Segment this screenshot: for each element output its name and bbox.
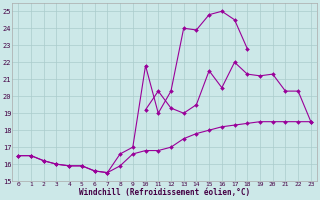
X-axis label: Windchill (Refroidissement éolien,°C): Windchill (Refroidissement éolien,°C) [79, 188, 250, 197]
